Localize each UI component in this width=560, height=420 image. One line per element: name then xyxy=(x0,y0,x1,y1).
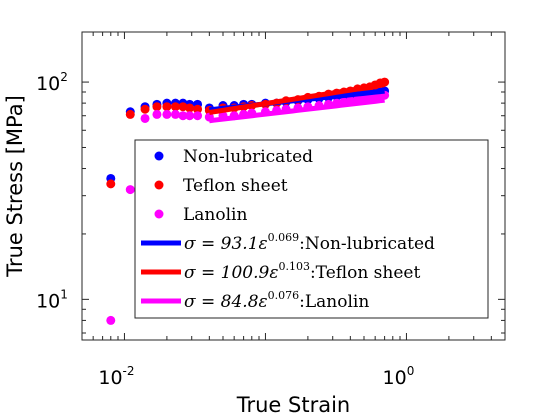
legend-formula-variable: ε xyxy=(269,263,278,283)
axis-ticks: 10-2 100 101 102 xyxy=(36,32,506,389)
y-axis-label: True Stress [MPa] xyxy=(3,95,27,278)
legend-box xyxy=(134,139,489,319)
scatter-point xyxy=(162,102,172,112)
scatter-point xyxy=(162,109,172,119)
scatter-point xyxy=(152,102,162,112)
scatter-point xyxy=(170,102,180,112)
legend-formula-prefix: σ = 100.9 xyxy=(184,263,270,283)
scatter-point xyxy=(125,109,135,119)
legend-marker xyxy=(154,209,164,219)
scatter-point xyxy=(106,315,116,325)
scatter-point xyxy=(170,109,180,119)
scatter-point xyxy=(185,103,195,113)
legend-marker xyxy=(154,180,164,190)
x-axis-label: True Strain xyxy=(236,393,351,417)
scatter-point xyxy=(193,111,203,121)
legend-formula-prefix: σ = 93.1 xyxy=(184,234,259,254)
scatter-point xyxy=(185,111,195,121)
legend-entry: Teflon sheet xyxy=(183,176,288,196)
legend-formula-suffix: :Lanolin xyxy=(299,292,369,312)
legend-entry: σ = 84.8ε0.076:Lanolin xyxy=(184,289,369,312)
legend-entry: σ = 93.1ε0.069:Non-lubricated xyxy=(184,231,435,254)
x-tick-label: 100 xyxy=(383,364,415,389)
scatter-point xyxy=(140,113,150,123)
scatter-point xyxy=(125,185,135,195)
scatter-point xyxy=(106,179,116,189)
plot-frame xyxy=(81,31,506,341)
scatter-point xyxy=(152,109,162,119)
legend-formula-exponent: 0.103 xyxy=(278,260,310,273)
legend-formula-exponent: 0.076 xyxy=(268,289,300,302)
scatter-point xyxy=(193,104,203,114)
legend-entry: Non-lubricated xyxy=(183,147,313,167)
legend-formula-variable: ε xyxy=(259,234,268,254)
legend-formula-suffix: :Teflon sheet xyxy=(310,263,421,283)
fit-line xyxy=(208,82,385,115)
scatter-point xyxy=(178,111,188,121)
legend-entry: Lanolin xyxy=(183,205,247,225)
y-tick-label: 102 xyxy=(36,70,68,95)
legend-marker xyxy=(154,151,164,161)
scatter-point xyxy=(178,102,188,112)
plot-marks xyxy=(106,77,390,325)
x-tick-label: 10-2 xyxy=(98,364,134,389)
legend-entry: σ = 100.9ε0.103:Teflon sheet xyxy=(184,260,420,283)
legend-formula-exponent: 0.069 xyxy=(268,231,300,244)
legend-formula-variable: ε xyxy=(259,292,268,312)
legend-formula-prefix: σ = 84.8 xyxy=(184,292,259,312)
scatter-point xyxy=(140,104,150,114)
legend: Non-lubricated Teflon sheet Lanolin σ = 93.… xyxy=(134,139,489,319)
fit-line xyxy=(209,97,385,124)
legend-formula-suffix: :Non-lubricated xyxy=(299,234,435,254)
y-tick-label: 101 xyxy=(36,287,68,312)
